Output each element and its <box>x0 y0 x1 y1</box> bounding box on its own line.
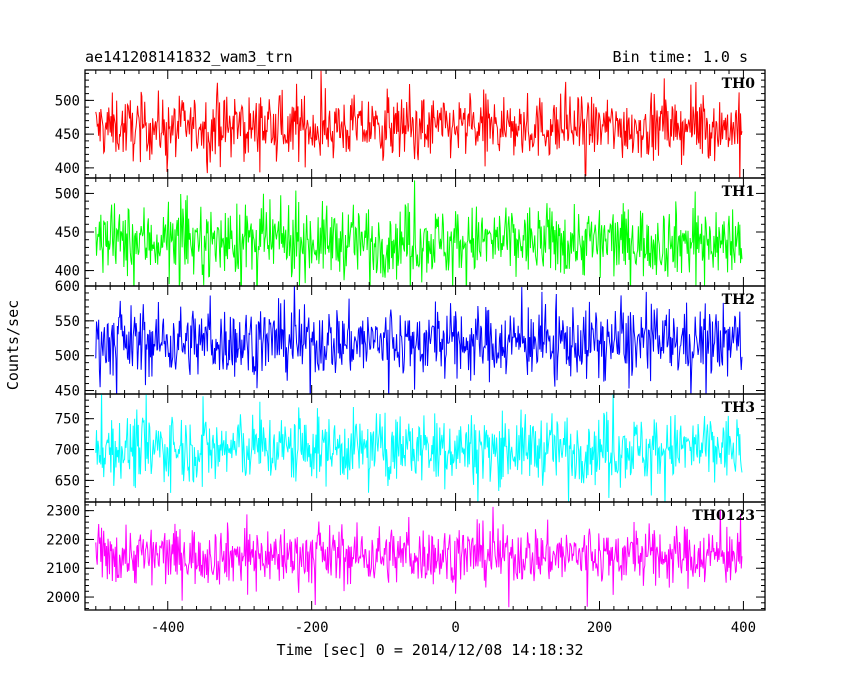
x-tick-label: 200 <box>587 620 612 636</box>
y-tick-label: 550 <box>55 314 80 330</box>
y-tick-label: 500 <box>55 349 80 365</box>
x-tick-label: -200 <box>295 620 329 636</box>
panel-th0123: 2000 2100 2200 2300 TH0123 <box>46 501 766 611</box>
panel-th3: 650 700 750 TH3 <box>55 393 766 503</box>
y-axis-label: Counts/sec <box>4 300 22 390</box>
y-tick-label: 450 <box>55 127 80 143</box>
panels-group: 400 450 500 TH0 400 450 500 TH1 450 500 550 600 TH2 6… <box>46 69 766 611</box>
y-tick-label: 750 <box>55 412 80 428</box>
y-tick-label: 450 <box>55 225 80 241</box>
panel-label-th0123: TH0123 <box>692 508 755 524</box>
panel-th0: 400 450 500 TH0 <box>55 69 766 179</box>
series-line-th1 <box>95 180 743 286</box>
panel-label-th3: TH3 <box>722 400 755 416</box>
y-tick-label: 400 <box>55 264 80 280</box>
panel-frame <box>84 501 766 611</box>
y-tick-label: 2300 <box>46 504 80 520</box>
panel-label-th1: TH1 <box>722 184 755 200</box>
panel-th2: 450 500 550 600 TH2 <box>55 279 766 400</box>
x-axis: -400 -200 0 200 400 <box>151 620 756 636</box>
y-tick-label: 400 <box>55 161 80 177</box>
x-tick-label: -400 <box>151 620 185 636</box>
y-tick-label: 700 <box>55 443 80 459</box>
panel-label-th2: TH2 <box>722 292 755 308</box>
y-tick-label: 650 <box>55 473 80 489</box>
series-line-th2 <box>95 286 743 394</box>
series-line-th0 <box>95 70 743 178</box>
y-tick-label: 450 <box>55 384 80 400</box>
y-tick-label: 2200 <box>46 532 80 548</box>
y-tick-label: 2100 <box>46 561 80 577</box>
bin-time-label: Bin time: 1.0 s <box>613 48 748 66</box>
x-tick-label: 400 <box>731 620 756 636</box>
y-tick-label: 500 <box>55 93 80 109</box>
x-tick-label: 0 <box>451 620 459 636</box>
y-tick-label: 2000 <box>46 590 80 606</box>
panel-th1: 400 450 500 TH1 <box>55 177 766 287</box>
y-tick-label: 600 <box>55 279 80 295</box>
panel-label-th0: TH0 <box>722 76 756 92</box>
x-axis-label: Time [sec] 0 = 2014/12/08 14:18:32 <box>276 641 583 659</box>
y-tick-label: 500 <box>55 186 80 202</box>
series-line-th0123 <box>95 506 743 608</box>
plot-title: ae141208141832_wam3_trn <box>85 48 293 66</box>
series-line-th3 <box>95 394 743 502</box>
